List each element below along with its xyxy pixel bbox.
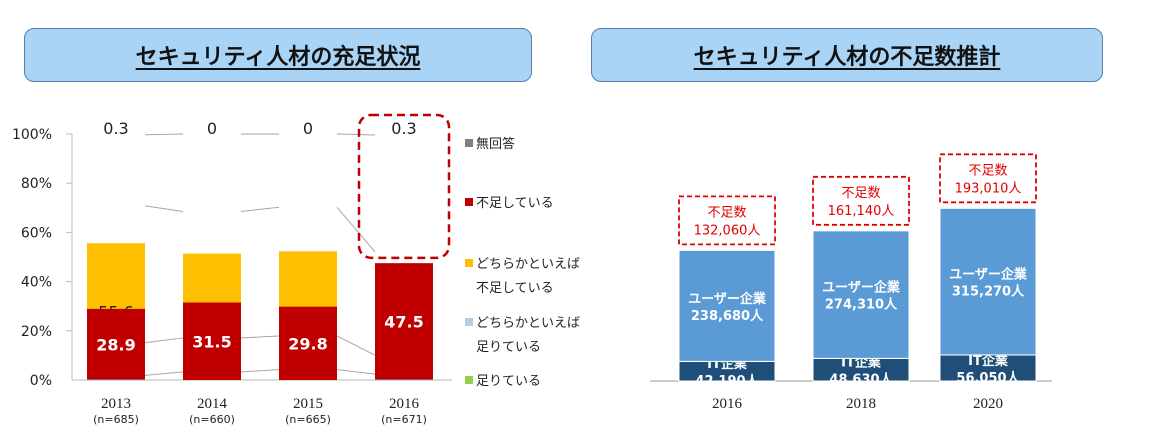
bar-segment [87,308,145,380]
y-tick-label: 60% [21,225,52,241]
y-tick-label: 80% [21,176,52,192]
right-segment-name: ユーザー企業 [822,280,901,296]
right-bar-segment [939,354,1037,382]
x-category-label: 2014 [197,396,228,412]
x-category-note: (n=671) [381,413,427,426]
right-segment-value: 315,270人 [952,284,1025,300]
right-bar-segment [812,230,910,359]
right-segment-name: ユーザー企業 [688,291,767,307]
shortage-callout-value: 161,140人 [828,204,895,219]
shortage-callout-value: 193,010人 [955,181,1022,196]
series-connector-line [144,371,184,376]
right-segment-name: ユーザー企業 [949,267,1028,283]
legend-swatch [465,259,473,267]
legend-label: 不足している [476,281,554,296]
right-segment-value: 42,190人 [695,373,759,389]
shortage-callout-title: 不足数 [707,205,746,220]
right-x-category-label: 2018 [846,396,876,412]
x-category-label: 2016 [389,396,420,412]
legend-label: 足りている [476,340,541,355]
series-connector-line [336,206,376,253]
data-label: 28.9 [96,335,135,354]
bar-segment [87,379,145,380]
y-tick-label: 20% [21,324,52,340]
series-connector-line [144,205,184,212]
y-tick-label: 0% [30,373,52,389]
bar-segment [375,379,433,380]
x-category-label: 2013 [101,396,131,412]
y-tick-label: 100% [12,127,52,143]
legend-swatch [465,318,473,326]
legend-label: 不足している [476,196,554,211]
right-x-category-label: 2020 [973,396,1003,412]
data-label: 0.3 [103,119,128,138]
right-segment-value: 48,630人 [829,372,893,388]
x-category-note: (n=660) [189,413,235,426]
legend-label: 無回答 [476,136,515,152]
right-chart-title: セキュリティ人材の不足数推計 [591,28,1103,82]
right-segment-value: 238,680人 [691,308,764,324]
shortage-callout-box [812,175,910,226]
legend-label: 足りている [476,374,541,389]
series-connector-line [240,369,280,373]
series-connector-line [240,335,280,339]
x-category-label: 2015 [293,396,323,412]
series-connector-line [336,133,376,136]
highlight-box [357,113,451,260]
series-connector-line [240,206,280,212]
shortage-callout-box [678,195,776,246]
shortage-callout-value: 132,060人 [694,223,761,238]
legend-swatch [465,376,473,384]
bar-segment [375,263,433,380]
right-segment-value: 274,310人 [825,297,898,313]
bar-segment [183,302,241,380]
shortage-callout-title: 不足数 [841,186,880,201]
right-segment-name: IT企業 [968,353,1009,369]
x-category-note: (n=685) [93,413,139,426]
data-label: 31.5 [192,332,231,351]
series-connector-line [336,369,376,375]
data-label: 29.8 [288,334,327,353]
shortage-callout-box [939,153,1037,204]
legend-swatch [465,198,473,206]
data-label: 47.5 [384,313,423,332]
legend-label: どちらかといえば [476,316,580,331]
shortage-callout-title: 不足数 [968,163,1007,178]
series-connector-line [144,337,184,344]
y-tick-label: 40% [21,275,52,291]
right-bar-segment [678,249,776,362]
legend-label: どちらかといえば [476,257,580,272]
series-connector-line [336,335,376,356]
data-label: 0 [303,119,313,138]
data-label: 0.3 [391,119,416,138]
right-bar-segment [939,207,1037,356]
legend-swatch [465,139,473,147]
series-connector-line [144,133,184,136]
right-x-category-label: 2016 [712,396,743,412]
bar-segment [279,306,337,380]
right-segment-value: 56,050人 [956,370,1020,386]
left-chart-title: セキュリティ人材の充足状況 [24,28,532,82]
x-category-note: (n=665) [285,413,331,426]
data-label: 0 [207,119,217,138]
